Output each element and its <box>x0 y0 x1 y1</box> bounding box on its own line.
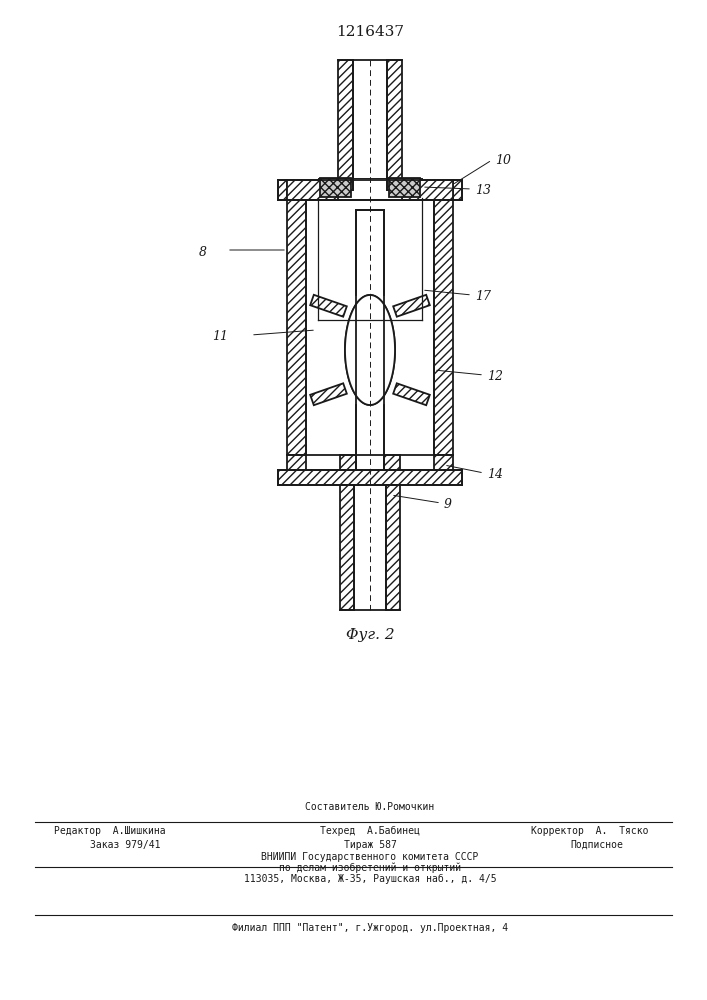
Polygon shape <box>287 180 338 200</box>
Text: 8: 8 <box>199 245 207 258</box>
Polygon shape <box>287 455 306 470</box>
Polygon shape <box>310 295 347 317</box>
Polygon shape <box>287 200 306 455</box>
Polygon shape <box>434 455 453 470</box>
Text: ВНИИПИ Государственного комитета СССР: ВНИИПИ Государственного комитета СССР <box>262 852 479 862</box>
Text: Корректор  А.  Тяско: Корректор А. Тяско <box>531 826 649 836</box>
Polygon shape <box>402 180 453 200</box>
Polygon shape <box>278 470 462 485</box>
Polygon shape <box>386 485 400 610</box>
Text: 10: 10 <box>495 153 511 166</box>
Text: Тираж 587: Тираж 587 <box>344 840 397 850</box>
Text: Подписное: Подписное <box>570 840 623 850</box>
Text: 1216437: 1216437 <box>336 25 404 39</box>
Text: 17: 17 <box>475 290 491 304</box>
Polygon shape <box>434 200 453 455</box>
Polygon shape <box>320 178 351 197</box>
Polygon shape <box>338 60 353 190</box>
Text: по делам изобретений и открытий: по делам изобретений и открытий <box>279 863 461 873</box>
Polygon shape <box>453 180 462 200</box>
Polygon shape <box>393 295 430 317</box>
Text: Филиал ППП "Патент", г.Ужгород. ул.Проектная, 4: Филиал ППП "Патент", г.Ужгород. ул.Проек… <box>232 923 508 933</box>
Text: 113035, Москва, Ж-35, Раушская наб., д. 4/5: 113035, Москва, Ж-35, Раушская наб., д. … <box>244 874 496 884</box>
Text: Редактор  А.Шишкина: Редактор А.Шишкина <box>54 826 166 836</box>
Text: 14: 14 <box>487 468 503 482</box>
Text: Составитель Ю.Ромочкин: Составитель Ю.Ромочкин <box>305 802 435 812</box>
Polygon shape <box>345 295 395 405</box>
Polygon shape <box>387 60 402 190</box>
Text: 12: 12 <box>487 370 503 383</box>
Polygon shape <box>278 180 287 200</box>
Polygon shape <box>310 383 347 405</box>
Polygon shape <box>389 178 420 197</box>
Polygon shape <box>340 485 354 610</box>
Polygon shape <box>384 455 400 470</box>
Polygon shape <box>340 455 356 470</box>
Text: 11: 11 <box>212 330 228 344</box>
Text: 13: 13 <box>475 184 491 198</box>
Text: Заказ 979/41: Заказ 979/41 <box>90 840 160 850</box>
Polygon shape <box>345 295 395 405</box>
Text: 9: 9 <box>444 498 452 512</box>
Text: Техред  А.Бабинец: Техред А.Бабинец <box>320 826 420 836</box>
Polygon shape <box>393 383 430 405</box>
Text: Φуг. 2: Φуг. 2 <box>346 628 395 642</box>
